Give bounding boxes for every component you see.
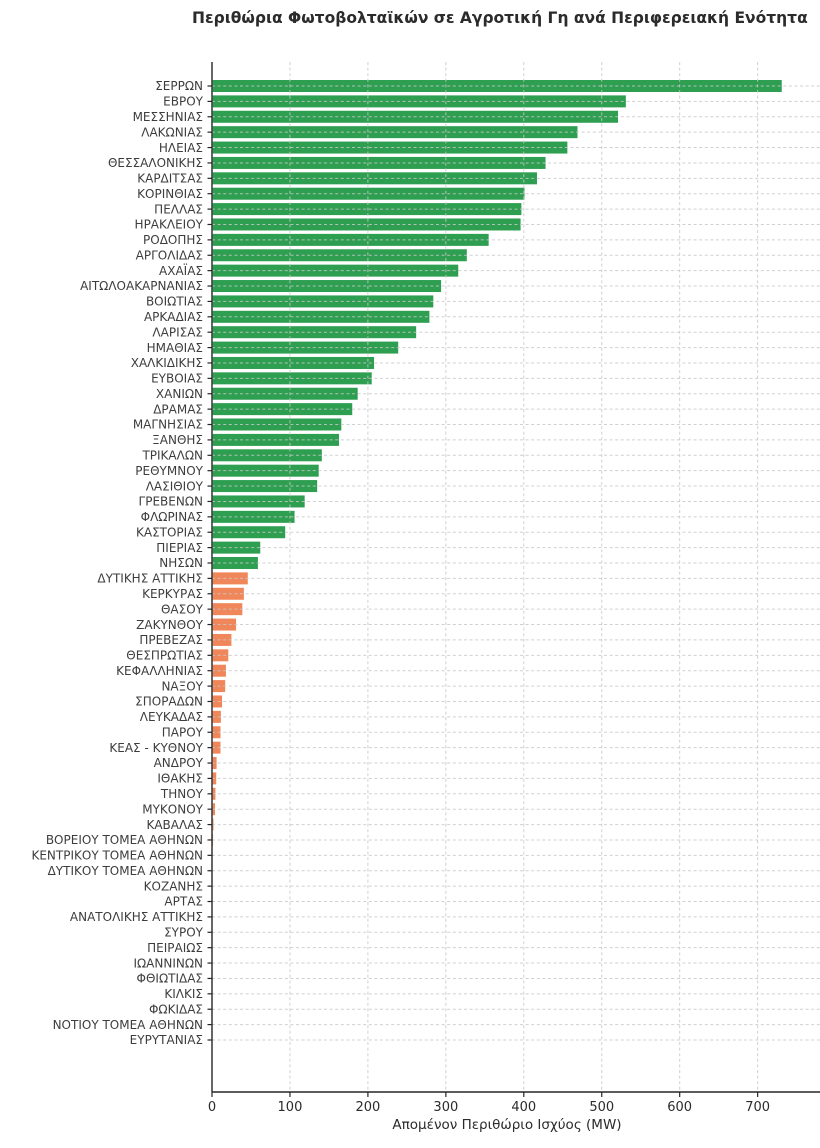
bar (212, 418, 342, 431)
category-label: ΑΡΓΟΛΙΔΑΣ (136, 248, 203, 262)
category-label: ΛΕΥΚΑΔΑΣ (140, 710, 203, 724)
category-label: ΗΜΑΘΙΑΣ (147, 341, 203, 355)
category-label: ΔΡΑΜΑΣ (153, 402, 203, 416)
category-label: ΠΑΡΟΥ (162, 725, 204, 739)
x-tick-label: 300 (433, 1100, 458, 1115)
category-label: ΦΛΩΡΙΝΑΣ (141, 510, 203, 524)
category-label: ΚΕΑΣ - ΚΥΘΝΟΥ (109, 741, 203, 755)
bar (212, 449, 322, 462)
bar (212, 710, 221, 723)
x-tick-label: 200 (355, 1100, 380, 1115)
category-label: ΝΑΞΟΥ (161, 679, 203, 693)
x-tick-label: 0 (208, 1100, 216, 1115)
category-label: ΡΟΔΟΠΗΣ (143, 233, 203, 247)
category-label: ΖΑΚΥΝΘΟΥ (136, 618, 203, 632)
category-label: ΜΥΚΟΝΟΥ (142, 802, 203, 816)
category-label: ΣΠΟΡΑΔΩΝ (135, 695, 203, 709)
x-tick-label: 500 (589, 1100, 614, 1115)
category-label: ΣΥΡΟΥ (164, 925, 204, 939)
x-tick-label: 600 (667, 1100, 692, 1115)
category-label: ΧΑΛΚΙΔΙΚΗΣ (131, 356, 203, 370)
category-label: ΑΡΤΑΣ (164, 895, 203, 909)
bar (212, 341, 399, 354)
chart-title: Περιθώρια Φωτοβολταϊκών σε Αγροτική Γη α… (192, 9, 808, 27)
category-label: ΘΑΣΟΥ (161, 602, 204, 616)
category-label: ΧΑΝΙΩΝ (156, 387, 203, 401)
category-label: ΠΡΕΒΕΖΑΣ (139, 633, 203, 647)
category-label: ΛΑΣΙΘΙΟΥ (146, 479, 204, 493)
category-label: ΜΕΣΣΗΝΙΑΣ (133, 110, 203, 124)
category-label: ΚΕΝΤΡΙΚΟΥ ΤΟΜΕΑ ΑΘΗΝΩΝ (31, 849, 203, 863)
category-label: ΠΙΕΡΙΑΣ (156, 541, 203, 555)
category-label: ΔΥΤΙΚΟΥ ΤΟΜΕΑ ΑΘΗΝΩΝ (48, 864, 203, 878)
category-label: ΤΗΝΟΥ (160, 787, 204, 801)
category-label: ΚΟΡΙΝΘΙΑΣ (137, 187, 203, 201)
category-label: ΕΥΡΥΤΑΝΙΑΣ (130, 1033, 203, 1047)
category-label: ΠΕΛΛΑΣ (154, 202, 203, 216)
category-label: ΑΡΚΑΔΙΑΣ (144, 310, 203, 324)
category-label: ΚΙΛΚΙΣ (164, 987, 203, 1001)
category-label: ΦΘΙΩΤΙΔΑΣ (137, 972, 203, 986)
category-label: ΚΑΣΤΟΡΙΑΣ (136, 525, 203, 539)
category-label: ΗΡΑΚΛΕΙΟΥ (135, 218, 204, 232)
category-label: ΑΝΑΤΟΛΙΚΗΣ ΑΤΤΙΚΗΣ (70, 910, 203, 924)
category-label: ΦΩΚΙΔΑΣ (149, 1002, 203, 1016)
category-label: ΒΟΙΩΤΙΑΣ (146, 295, 203, 309)
x-tick-label: 100 (278, 1100, 303, 1115)
category-label: ΑΝΔΡΟΥ (154, 756, 204, 770)
category-label: ΑΙΤΩΛΟΑΚΑΡΝΑΝΙΑΣ (80, 279, 203, 293)
bar (212, 80, 782, 92)
category-label: ΑΧΑΪΑΣ (159, 263, 203, 278)
category-label: ΙΩΑΝΝΙΝΩΝ (133, 956, 203, 970)
bar (212, 187, 525, 200)
category-label: ΞΑΝΘΗΣ (152, 433, 203, 447)
x-tick-label: 700 (745, 1100, 770, 1115)
bar (212, 695, 223, 708)
x-axis-label: Απομένον Περιθώριο Ισχύος (MW) (392, 1117, 622, 1133)
bar (212, 403, 353, 416)
category-label: ΚΟΖΑΝΗΣ (144, 879, 203, 893)
category-label: ΘΕΣΠΡΩΤΙΑΣ (126, 649, 203, 663)
bar (212, 603, 243, 616)
bar (212, 633, 232, 646)
category-label: ΚΕΦΑΛΛΗΝΙΑΣ (116, 664, 203, 678)
bar (212, 295, 434, 308)
category-label: ΔΥΤΙΚΗΣ ΑΤΤΙΚΗΣ (97, 572, 203, 586)
bar (212, 156, 546, 169)
category-label: ΠΕΙΡΑΙΩΣ (147, 941, 203, 955)
x-tick-label: 400 (511, 1100, 536, 1115)
category-label: ΙΘΑΚΗΣ (157, 772, 203, 786)
category-label: ΡΕΘΥΜΝΟΥ (135, 464, 203, 478)
bar (212, 741, 221, 754)
bar (212, 726, 221, 739)
bar (212, 587, 244, 600)
category-label: ΛΑΡΙΣΑΣ (152, 325, 203, 339)
category-label: ΓΡΕΒΕΝΩΝ (139, 495, 203, 509)
category-label: ΝΗΣΩΝ (159, 556, 203, 570)
category-label: ΜΑΓΝΗΣΙΑΣ (133, 418, 203, 432)
category-label: ΛΑΚΩΝΙΑΣ (141, 125, 203, 139)
category-label: ΚΑΡΔΙΤΣΑΣ (137, 172, 203, 186)
bar (212, 233, 489, 246)
category-label: ΚΑΒΑΛΑΣ (146, 818, 203, 832)
category-label: ΘΕΣΣΑΛΟΝΙΚΗΣ (108, 156, 203, 170)
bar (212, 126, 578, 139)
bar (212, 141, 568, 154)
category-label: ΣΕΡΡΩΝ (155, 79, 203, 93)
bar (212, 203, 522, 216)
category-label: ΒΟΡΕΙΟΥ ΤΟΜΕΑ ΑΘΗΝΩΝ (46, 833, 203, 847)
bar (212, 464, 319, 477)
category-label: ΗΛΕΙΑΣ (159, 141, 203, 155)
bar (212, 249, 467, 262)
category-label: ΤΡΙΚΑΛΩΝ (141, 448, 203, 462)
category-label: ΚΕΡΚΥΡΑΣ (142, 587, 203, 601)
category-label: ΝΟΤΙΟΥ ΤΟΜΕΑ ΑΘΗΝΩΝ (53, 1018, 203, 1032)
bar (212, 526, 286, 539)
category-label: ΕΥΒΟΙΑΣ (151, 372, 203, 386)
category-label: ΕΒΡΟΥ (163, 95, 203, 109)
